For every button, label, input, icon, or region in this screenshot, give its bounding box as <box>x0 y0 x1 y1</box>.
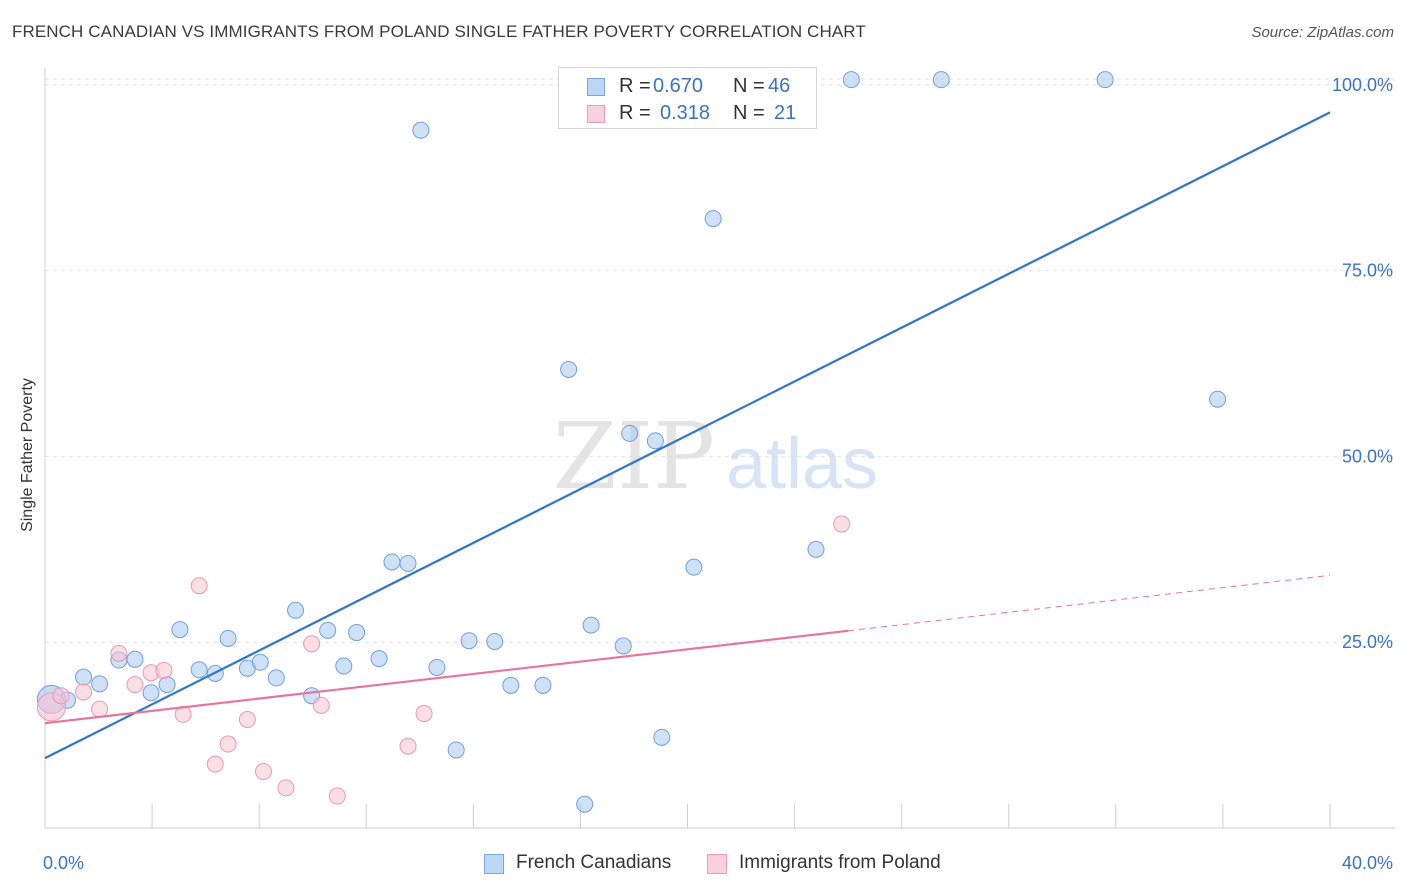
legend-swatch-pink <box>587 105 605 123</box>
point-french-canadians <box>447 741 465 759</box>
point-poland <box>126 676 144 694</box>
tick-labels: 25.0% 50.0% 75.0% 100.0% 0.0% 40.0% <box>43 75 1393 873</box>
r-value: 0.318 <box>660 102 711 124</box>
point-french-canadians <box>807 540 825 558</box>
legend-swatch-pink <box>707 854 727 874</box>
point-french-canadians <box>158 676 176 694</box>
point-french-canadians <box>842 71 860 89</box>
x-tick-label-min: 0.0% <box>43 853 84 873</box>
watermark: ZIP atlas <box>553 403 878 510</box>
point-poland <box>254 763 272 781</box>
point-french-canadians <box>614 637 632 655</box>
point-french-canadians <box>335 657 353 675</box>
point-french-canadians <box>932 71 950 89</box>
point-french-canadians <box>319 621 337 639</box>
point-french-canadians <box>267 669 285 687</box>
point-french-canadians <box>576 795 594 813</box>
point-french-canadians <box>370 650 388 668</box>
point-french-canadians <box>190 661 208 679</box>
legend-swatch-blue <box>587 78 605 96</box>
n-label: N = <box>733 102 765 124</box>
trendline-french-canadians <box>44 111 1331 760</box>
point-poland <box>110 644 128 662</box>
y-tick-label: 100.0% <box>1332 75 1393 95</box>
point-french-canadians <box>75 668 93 686</box>
point-french-canadians <box>412 121 430 139</box>
point-poland <box>155 661 173 679</box>
points-layer <box>36 71 1227 813</box>
legend-label: Immigrants from Poland <box>739 852 941 873</box>
point-poland <box>415 705 433 723</box>
chart-title: FRENCH CANADIAN VS IMMIGRANTS FROM POLAN… <box>12 22 866 41</box>
point-french-canadians <box>126 650 144 668</box>
r-value: 0.670 <box>653 75 704 97</box>
point-poland <box>312 696 330 714</box>
point-french-canadians <box>171 621 189 639</box>
point-french-canadians <box>704 210 722 228</box>
point-french-canadians <box>460 632 478 650</box>
trend-layer <box>44 111 1331 760</box>
point-french-canadians <box>1209 390 1227 408</box>
point-french-canadians <box>560 360 578 378</box>
n-value: 46 <box>768 75 791 97</box>
point-french-canadians <box>219 630 237 647</box>
r-label: R = <box>619 102 651 124</box>
correlation-legend: R = 0.670 N = 46 R = 0.318 N = 21 <box>558 67 817 129</box>
point-poland <box>328 787 346 805</box>
n-label: N = <box>733 75 765 97</box>
point-poland <box>399 737 417 755</box>
point-french-canadians <box>534 676 552 694</box>
y-tick-label: 50.0% <box>1342 446 1393 466</box>
point-french-canadians <box>502 676 520 694</box>
watermark-zip: ZIP <box>553 403 715 510</box>
watermark-atlas: atlas <box>726 424 878 504</box>
chart-source: Source: ZipAtlas.com <box>1251 24 1394 41</box>
point-poland <box>219 735 237 753</box>
trendline-poland-extension <box>848 574 1331 632</box>
point-french-canadians <box>348 624 366 642</box>
point-poland <box>277 779 295 797</box>
grid-layer <box>45 78 1395 643</box>
point-poland <box>91 700 109 718</box>
point-poland <box>303 635 321 653</box>
point-french-canadians <box>1096 71 1114 89</box>
r-label: R = <box>619 75 651 97</box>
point-french-canadians <box>383 553 401 571</box>
y-tick-label: 75.0% <box>1342 261 1393 281</box>
trendline-poland <box>44 629 849 725</box>
point-poland <box>833 515 851 533</box>
point-poland <box>238 711 256 729</box>
point-french-canadians <box>399 554 417 572</box>
point-poland <box>190 577 208 595</box>
point-french-canadians <box>646 432 664 450</box>
point-poland <box>75 683 93 701</box>
legend-label: French Canadians <box>516 852 672 873</box>
point-poland <box>206 755 224 773</box>
point-french-canadians <box>142 684 160 702</box>
point-french-canadians <box>582 616 600 634</box>
point-french-canadians <box>287 601 305 619</box>
point-french-canadians <box>685 558 703 576</box>
point-french-canadians <box>653 728 671 746</box>
point-french-canadians <box>428 658 446 676</box>
point-french-canadians <box>621 424 639 442</box>
y-tick-label: 25.0% <box>1342 632 1393 652</box>
legend-swatch-blue <box>484 854 504 874</box>
point-french-canadians <box>251 653 269 671</box>
point-french-canadians <box>486 632 504 650</box>
n-value: 21 <box>774 102 797 124</box>
x-tick-label-max: 40.0% <box>1342 853 1393 873</box>
point-french-canadians <box>91 675 109 693</box>
point-poland <box>52 687 70 705</box>
